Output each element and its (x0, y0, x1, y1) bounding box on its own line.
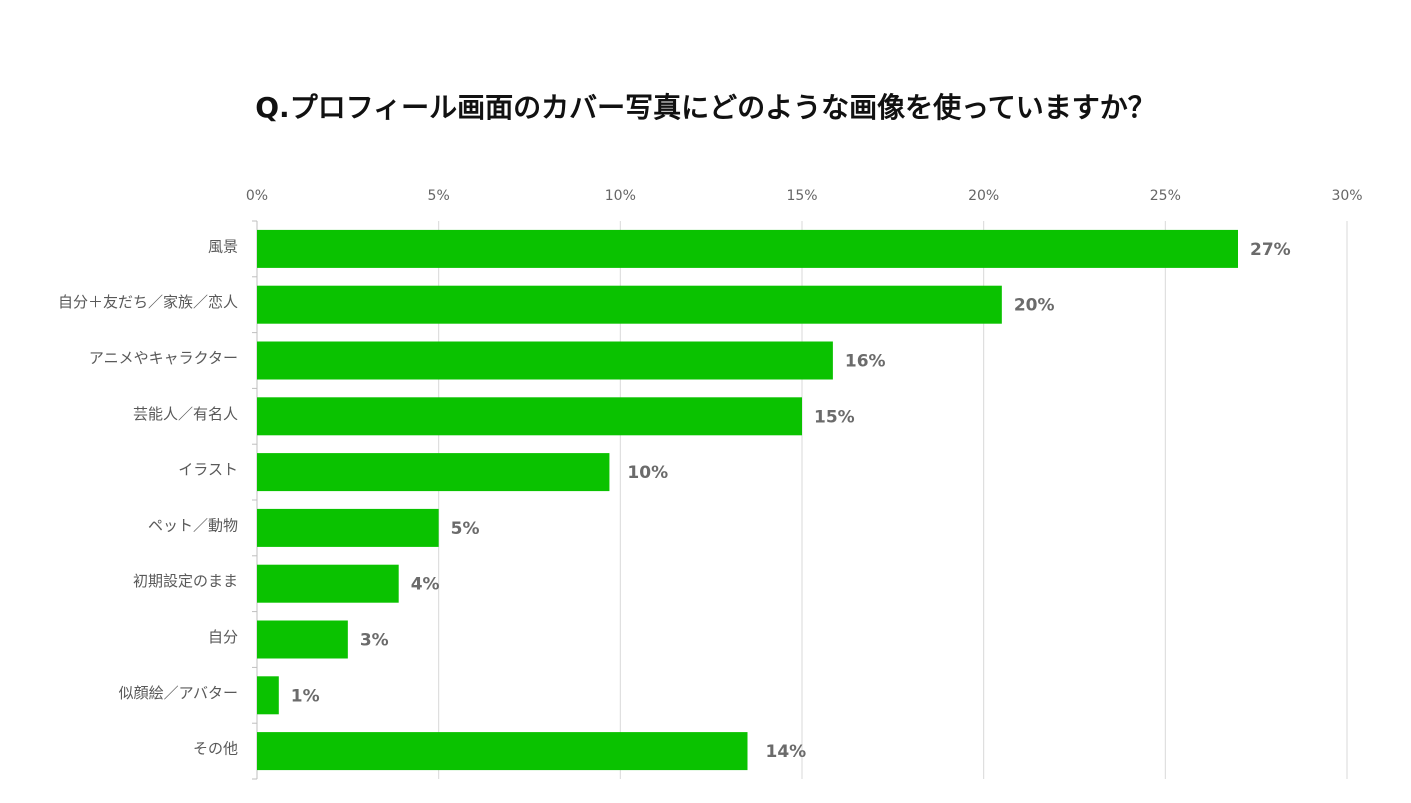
bar (257, 285, 1002, 324)
data-label: 1% (291, 686, 320, 706)
x-tick-label: 10% (605, 188, 636, 204)
data-labels: 27% 20% 16% 15% 10% 5% 4% 3% 1% 14% (291, 240, 1291, 762)
bar (257, 229, 1238, 268)
data-label: 27% (1250, 240, 1291, 260)
x-tick-label: 5% (428, 188, 450, 204)
category-label: 初期設定のまま (133, 572, 238, 590)
category-label: ペット／動物 (148, 516, 238, 534)
category-label: 自分 (208, 628, 238, 646)
category-label: アニメやキャラクター (89, 349, 238, 367)
x-tick-label: 0% (246, 188, 268, 204)
bars (257, 229, 1238, 771)
category-label: イラスト (178, 461, 238, 479)
data-label: 14% (766, 742, 807, 762)
bar (257, 508, 439, 547)
chart-title: Q.プロフィール画面のカバー写真にどのような画像を使っていますか？ (255, 91, 1156, 124)
bar (257, 453, 610, 492)
x-tick-label: 25% (1150, 188, 1181, 204)
data-label: 3% (360, 631, 389, 651)
x-axis-ticks: 0% 5% 10% 15% 20% 25% 30% (246, 188, 1363, 204)
category-label: その他 (193, 740, 238, 758)
x-tick-label: 20% (968, 188, 999, 204)
bar (257, 732, 748, 771)
data-label: 4% (411, 575, 440, 595)
bar (257, 341, 833, 380)
data-label: 10% (627, 463, 668, 483)
bar (257, 620, 348, 659)
bar (257, 676, 279, 715)
bar (257, 564, 399, 603)
data-label: 5% (451, 519, 480, 539)
category-label: 風景 (208, 237, 238, 255)
data-label: 15% (814, 407, 855, 427)
category-label: 似顔絵／アバター (119, 684, 238, 702)
data-label: 16% (845, 352, 886, 372)
x-tick-label: 30% (1331, 188, 1362, 204)
category-label: 自分＋友だち／家族／恋人 (58, 293, 238, 311)
data-label: 20% (1014, 296, 1055, 316)
category-label: 芸能人／有名人 (133, 405, 238, 423)
bar (257, 397, 802, 436)
category-axis (252, 220, 258, 780)
category-labels: 風景自分＋友だち／家族／恋人アニメやキャラクター芸能人／有名人イラストペット／動… (58, 237, 238, 757)
x-tick-label: 15% (786, 188, 817, 204)
